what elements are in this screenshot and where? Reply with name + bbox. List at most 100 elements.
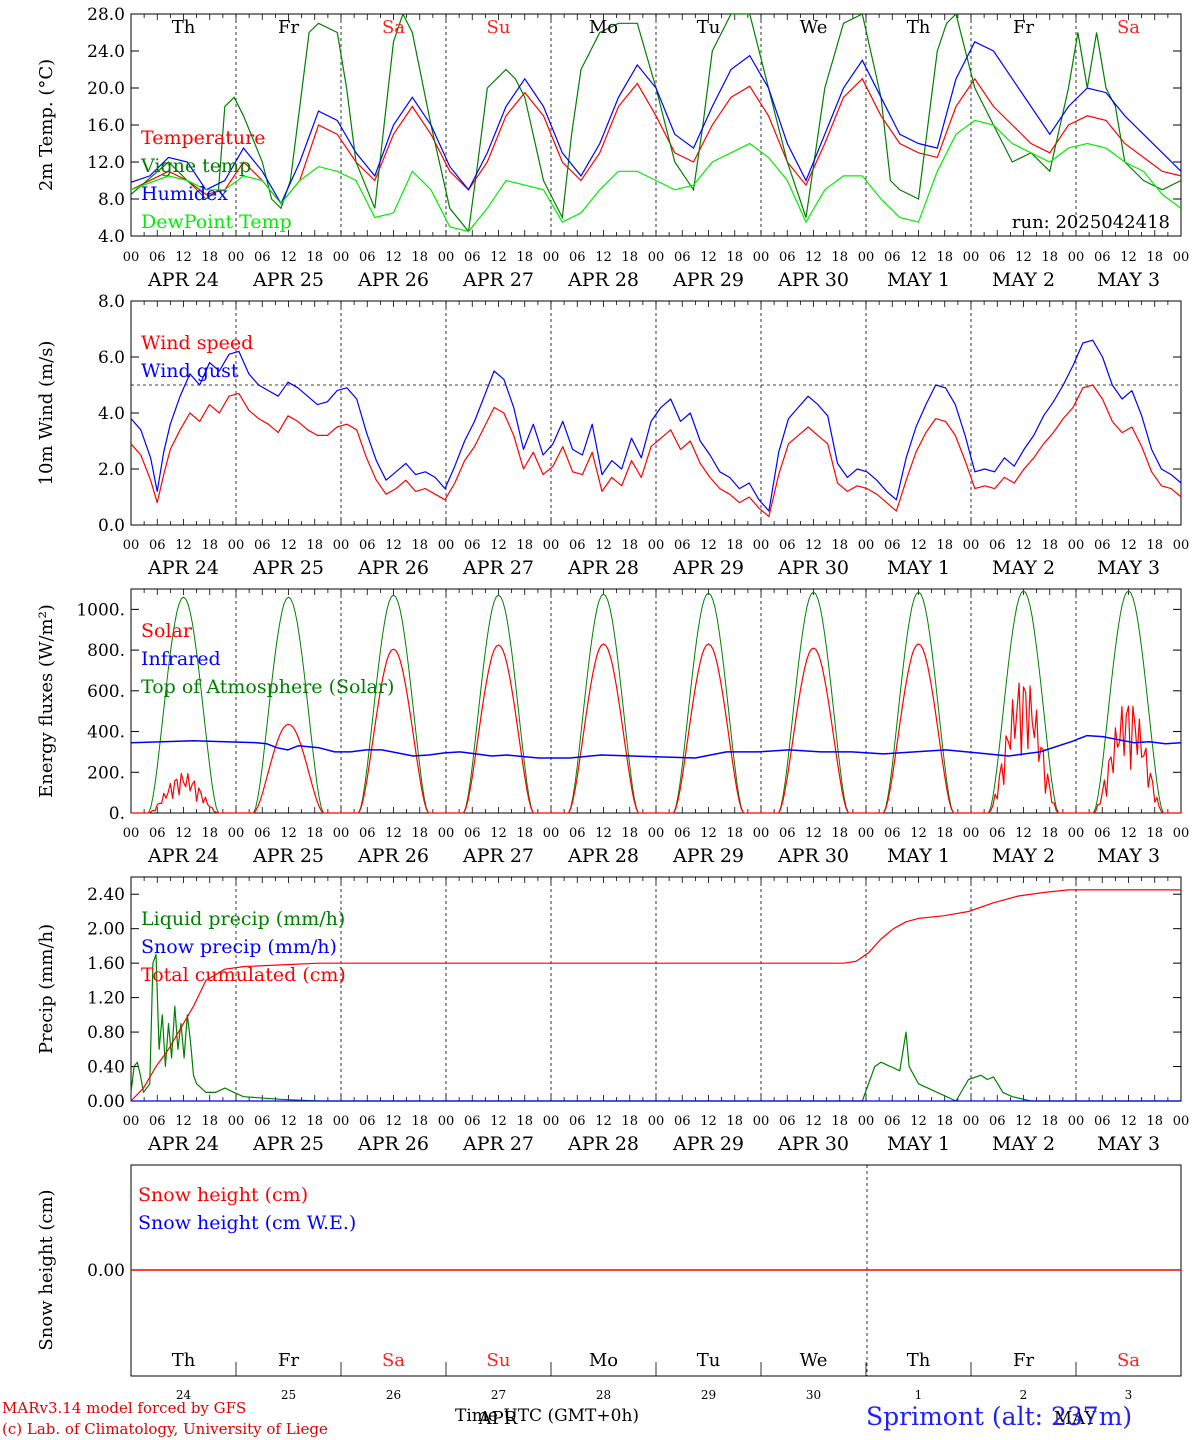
legend-entry: Infrared [141,648,221,670]
legend-entry: Liquid precip (mm/h) [141,908,345,930]
hour-tick-label: 06 [884,250,901,265]
date-label: APR 25 [252,557,324,579]
hour-tick-label: 18 [516,250,533,265]
y-tick-label: 200. [87,763,125,783]
hour-tick-label: 18 [411,826,428,841]
y-axis-label: Snow height (cm) [36,1189,57,1350]
hour-tick-label: 18 [1041,538,1058,553]
hour-tick-label: 18 [936,538,953,553]
hour-tick-label: 18 [516,1114,533,1129]
hour-tick-label: 00 [963,250,980,265]
date-label: APR 28 [567,269,639,291]
hour-tick-label: 00 [858,826,875,841]
weekday-label: Mo [589,17,618,38]
series-line-temperature [131,77,1181,205]
hour-tick-label: 06 [359,1114,376,1129]
hour-tick-label: 12 [700,250,717,265]
legend-entry: Vigne temp [140,155,251,177]
hour-tick-label: 12 [805,250,822,265]
hour-tick-label: 18 [306,538,323,553]
hour-tick-label: 12 [175,826,192,841]
hour-tick-label: 06 [464,250,481,265]
hour-tick-label: 00 [333,250,350,265]
hour-tick-label: 06 [569,826,586,841]
date-label: APR 24 [147,1133,219,1155]
hour-tick-label: 12 [595,826,612,841]
hour-tick-label: 00 [753,250,770,265]
y-tick-label: 8.0 [98,190,125,210]
y-tick-label: 12.0 [87,153,125,173]
hour-tick-label: 18 [621,538,638,553]
date-label: MAY 3 [1097,1133,1160,1155]
hour-tick-label: 00 [438,250,455,265]
hour-tick-label: 00 [228,1114,245,1129]
date-label: APR 27 [462,1133,534,1155]
hour-tick-label: 00 [1068,826,1085,841]
series-line-liquid-precip-mm-h- [130,953,1181,1102]
hour-tick-label: 18 [411,1114,428,1129]
date-label: APR 25 [252,845,324,867]
y-axis-label: 10m Wind (m/s) [36,341,57,486]
hour-tick-label: 18 [1146,250,1163,265]
panels: 4.08.012.016.020.024.028.02m Temp. (°C)T… [36,5,1189,1429]
hour-tick-label: 12 [280,1114,297,1129]
daynum-label: 25 [281,1388,296,1402]
hour-tick-label: 12 [595,1114,612,1129]
hour-tick-label: 18 [306,250,323,265]
hour-tick-label: 00 [123,826,140,841]
hour-tick-label: 00 [543,250,560,265]
hour-tick-label: 12 [385,250,402,265]
hour-tick-label: 12 [595,538,612,553]
model-credit: MARv3.14 model forced by GFS [2,1399,247,1417]
hour-tick-label: 12 [700,538,717,553]
hour-tick-label: 18 [621,250,638,265]
station-label: Sprimont (alt: 237m) [866,1402,1133,1431]
date-label: MAY 1 [887,557,950,579]
hour-tick-label: 06 [674,1114,691,1129]
temperature-series [131,14,1181,233]
hour-tick-label: 00 [648,538,665,553]
hour-tick-label: 00 [333,826,350,841]
weekday-label: Sa [382,1350,405,1371]
date-label: APR 25 [252,269,324,291]
y-tick-label: 0.40 [87,1058,125,1078]
weekday-label: Sa [382,17,405,38]
hour-tick-label: 06 [674,826,691,841]
hour-tick-label: 12 [175,538,192,553]
y-tick-label: 1.60 [87,954,125,974]
y-tick-label: 16.0 [87,116,125,136]
y-tick-label: 8.0 [98,292,125,312]
hour-tick-label: 06 [464,1114,481,1129]
hour-tick-label: 18 [621,826,638,841]
legend-entry: Snow height (cm W.E.) [138,1212,356,1234]
hour-tick-label: 00 [1068,538,1085,553]
hour-tick-label: 12 [1120,250,1137,265]
date-label: APR 27 [462,557,534,579]
y-tick-label: 24.0 [87,42,125,62]
hour-tick-label: 12 [1015,1114,1032,1129]
hour-tick-label: 00 [1068,250,1085,265]
legend-entry: Snow height (cm) [138,1184,308,1206]
legend-entry: Snow precip (mm/h) [141,936,337,958]
weekday-label: Th [172,1350,196,1371]
hour-tick-label: 12 [280,826,297,841]
date-label: MAY 2 [992,845,1055,867]
hour-tick-label: 18 [831,250,848,265]
date-label: APR 30 [777,557,849,579]
daynum-label: 27 [491,1388,506,1402]
lab-credit: (c) Lab. of Climatology, University of L… [2,1420,328,1438]
y-tick-label: 1000. [76,600,125,620]
weekday-label: Th [172,17,196,38]
date-label: APR 26 [357,269,429,291]
hour-tick-label: 06 [1094,1114,1111,1129]
hour-tick-label: 06 [989,538,1006,553]
daynum-label: 2 [1020,1388,1028,1402]
hour-tick-label: 06 [464,538,481,553]
y-tick-label: 20.0 [87,79,125,99]
y-axis-label: 2m Temp. (°C) [36,59,57,191]
weekday-label: Sa [1117,17,1140,38]
hour-tick-label: 00 [123,1114,140,1129]
legend-entry: Wind gust [141,360,239,382]
y-tick-label: 600. [87,682,125,702]
y-tick-label: 2.0 [98,460,125,480]
